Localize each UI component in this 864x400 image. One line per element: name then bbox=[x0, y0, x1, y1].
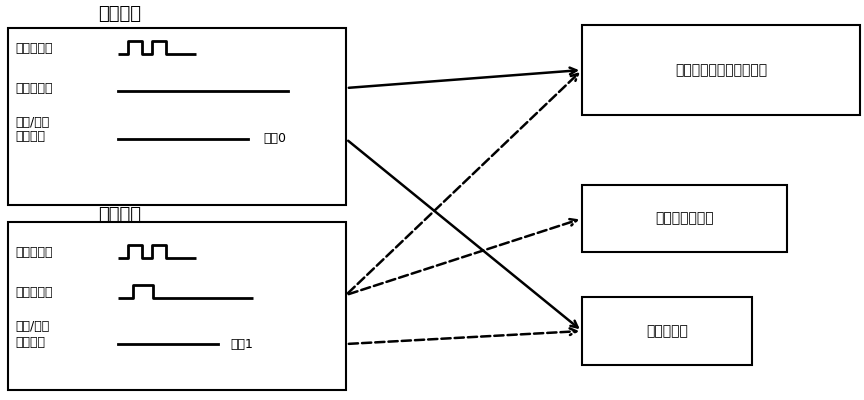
Bar bbox=[582, 185, 787, 252]
Text: 行地址产生模块: 行地址产生模块 bbox=[655, 212, 714, 226]
Text: 隔行/逐行: 隔行/逐行 bbox=[15, 320, 49, 334]
Text: 选择信号: 选择信号 bbox=[15, 336, 45, 348]
Text: 帧同步信号: 帧同步信号 bbox=[15, 246, 53, 258]
Text: 恒为1: 恒为1 bbox=[230, 338, 253, 350]
Text: 选择信号: 选择信号 bbox=[15, 130, 45, 144]
Bar bbox=[582, 297, 752, 365]
Text: 隔行/逐行: 隔行/逐行 bbox=[15, 116, 49, 128]
Text: 行译码模块: 行译码模块 bbox=[646, 324, 688, 338]
Bar bbox=[8, 222, 346, 390]
Bar bbox=[582, 25, 860, 115]
Text: 行读出使能信号产生模块: 行读出使能信号产生模块 bbox=[675, 63, 767, 77]
Text: 帧同步信号: 帧同步信号 bbox=[15, 42, 53, 54]
Text: 恒为0: 恒为0 bbox=[263, 132, 286, 146]
Text: 逐行输出: 逐行输出 bbox=[98, 5, 142, 23]
Text: 场同步信号: 场同步信号 bbox=[15, 82, 53, 94]
Bar bbox=[8, 28, 346, 205]
Text: 场同步信号: 场同步信号 bbox=[15, 286, 53, 298]
Text: 隔行输出: 隔行输出 bbox=[98, 206, 142, 224]
